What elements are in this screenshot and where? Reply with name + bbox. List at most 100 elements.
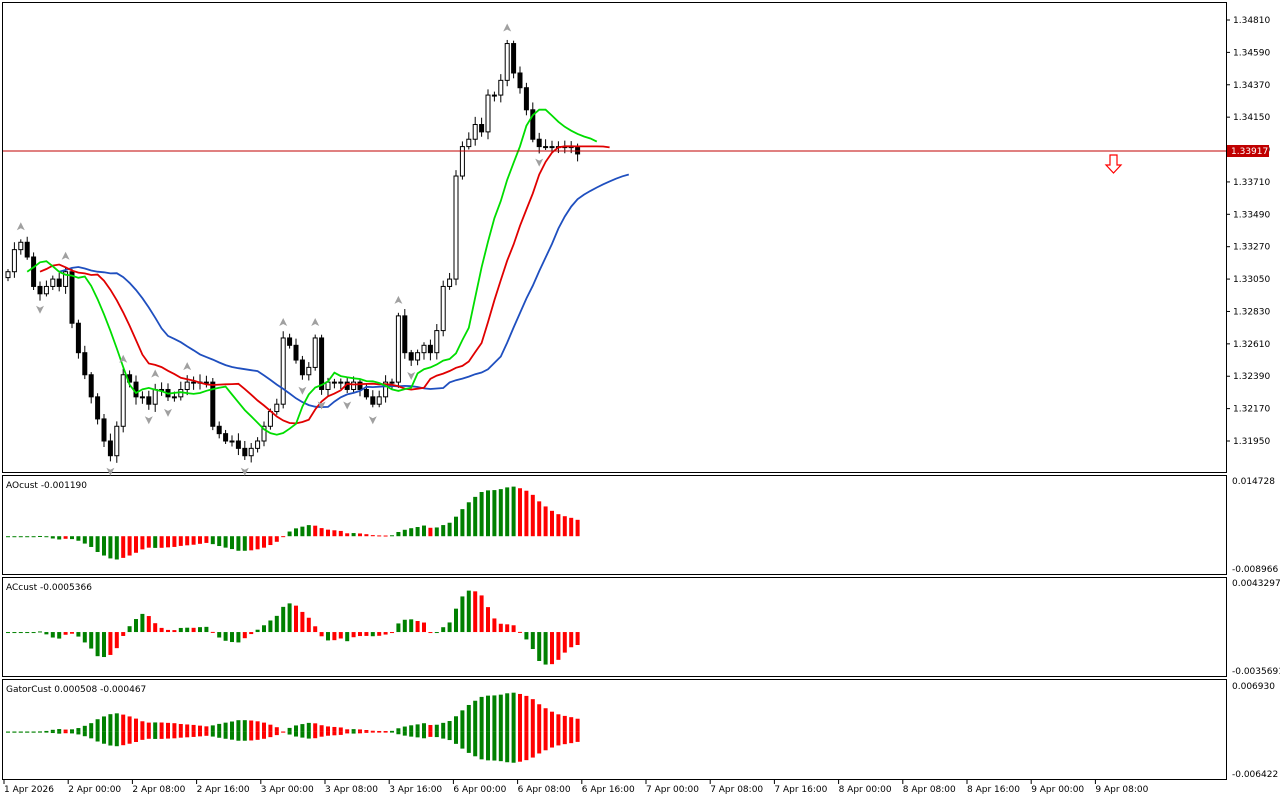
candle-body xyxy=(31,256,37,287)
histogram-bar-lower xyxy=(306,731,311,739)
candle-body xyxy=(357,381,363,390)
histogram-bar-lower xyxy=(89,731,94,739)
histogram-bar xyxy=(210,631,215,633)
histogram-bar-lower xyxy=(12,731,17,733)
histogram-bar xyxy=(44,536,49,538)
histogram-bar xyxy=(396,531,401,537)
histogram-bar-lower xyxy=(38,731,42,733)
histogram-bar xyxy=(146,536,151,548)
candle-body xyxy=(402,315,408,354)
histogram-bar xyxy=(351,632,356,638)
histogram-bar xyxy=(6,536,10,538)
histogram-bar xyxy=(530,494,535,537)
histogram-bar xyxy=(242,632,247,639)
histogram-bar xyxy=(12,632,17,634)
histogram-bar xyxy=(198,725,202,732)
histogram-bar-lower xyxy=(242,731,247,741)
histogram-bar xyxy=(262,536,266,548)
histogram-bar-lower xyxy=(370,731,375,733)
histogram-bar xyxy=(166,629,170,633)
ao-histogram xyxy=(6,486,580,560)
histogram-bar xyxy=(114,713,119,732)
histogram-bar xyxy=(127,536,132,556)
histogram-bar xyxy=(524,632,529,640)
fractal-up-icon xyxy=(183,362,192,371)
fractal-up-icon xyxy=(61,251,70,260)
histogram-bar xyxy=(210,725,215,732)
time-tick-label: 8 Apr 08:00 xyxy=(903,785,956,795)
candles xyxy=(5,39,581,463)
candle-body xyxy=(18,241,24,251)
histogram-bar xyxy=(492,490,497,537)
histogram-bar xyxy=(127,626,132,633)
fractal-down-icon xyxy=(343,401,352,410)
histogram-bar xyxy=(294,528,298,537)
histogram-bar-lower xyxy=(287,731,292,735)
histogram-bar-lower xyxy=(434,731,439,738)
histogram-bar xyxy=(434,632,439,634)
histogram-bar xyxy=(95,536,100,552)
histogram-bar xyxy=(82,536,87,544)
histogram-bar xyxy=(172,630,177,633)
current-price-tag xyxy=(1227,145,1269,157)
histogram-bar xyxy=(159,722,164,732)
gator-tick-top: 0.006930 xyxy=(1232,682,1275,692)
histogram-bar xyxy=(114,632,119,649)
candle-body xyxy=(261,425,267,442)
time-tick-label: 3 Apr 08:00 xyxy=(325,785,378,795)
histogram-bar xyxy=(460,596,465,633)
histogram-bar xyxy=(550,711,554,732)
ac-histogram xyxy=(6,590,580,665)
histogram-bar xyxy=(268,724,273,732)
price-tick-label: 1.33710 xyxy=(1233,178,1270,188)
fractal-down-icon xyxy=(36,305,44,314)
histogram-bar xyxy=(473,591,478,633)
histogram-bar xyxy=(530,632,535,650)
candle-body xyxy=(434,330,440,354)
ac-tick-top: 0.0043297 xyxy=(1232,579,1280,589)
histogram-bar xyxy=(326,726,330,732)
histogram-bar xyxy=(134,718,138,732)
candle-body xyxy=(133,381,139,398)
price-pane[interactable] xyxy=(2,2,1227,473)
candle-body xyxy=(50,278,56,287)
histogram-bar xyxy=(166,536,170,548)
time-tick-label: 8 Apr 00:00 xyxy=(839,785,892,795)
histogram-bar-lower xyxy=(364,731,369,733)
histogram-bar-lower xyxy=(454,731,458,744)
histogram-bar xyxy=(492,695,497,732)
candle-body xyxy=(210,381,216,427)
histogram-bar xyxy=(89,632,94,649)
histogram-bar-lower xyxy=(383,731,388,733)
histogram-bar xyxy=(268,536,273,546)
candle-body xyxy=(427,344,433,354)
histogram-bar xyxy=(543,708,548,732)
candle-body xyxy=(517,72,523,89)
histogram-bar xyxy=(428,724,433,732)
histogram-bar xyxy=(498,623,503,633)
histogram-bar xyxy=(25,632,30,634)
candle-body xyxy=(370,396,376,405)
histogram-bar xyxy=(313,525,318,537)
histogram-bar xyxy=(236,720,241,732)
ao-pane[interactable] xyxy=(2,475,1227,575)
histogram-bar xyxy=(364,534,369,537)
histogram-bar xyxy=(351,729,356,732)
histogram-bar-lower xyxy=(319,731,324,737)
histogram-bar xyxy=(76,632,81,637)
histogram-bar xyxy=(300,526,305,537)
candle-body xyxy=(447,278,453,287)
histogram-bar xyxy=(223,632,228,641)
histogram-bar xyxy=(70,536,74,540)
histogram-bar xyxy=(159,627,164,633)
price-axis: 1.348101.345901.343701.341501.339301.337… xyxy=(1226,16,1270,447)
histogram-bar xyxy=(76,536,81,541)
ac-pane[interactable] xyxy=(2,577,1227,677)
histogram-bar xyxy=(390,535,394,537)
candle-body xyxy=(319,337,325,390)
histogram-bar-lower xyxy=(505,731,510,763)
histogram-bar xyxy=(50,536,55,539)
histogram-bar xyxy=(460,710,465,732)
